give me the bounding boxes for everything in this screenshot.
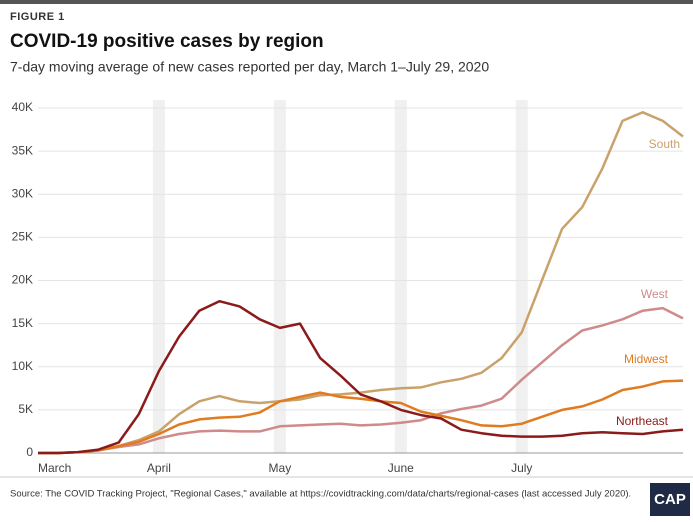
x-tick-label: May — [269, 461, 292, 475]
y-tick-label: 30K — [12, 186, 33, 200]
y-tick-label: 15K — [12, 316, 33, 330]
series-line — [38, 111, 684, 455]
logo: CAP — [654, 491, 686, 508]
x-tick-label: March — [38, 461, 71, 475]
series-line — [38, 379, 684, 455]
y-tick-label: 40K — [12, 100, 33, 114]
month-band — [273, 100, 286, 453]
y-tick-label: 0 — [26, 445, 33, 459]
x-tick-label: July — [511, 461, 532, 475]
series-label: South — [649, 137, 680, 151]
series-label: West — [641, 287, 669, 301]
x-tick-label: April — [147, 461, 171, 475]
bands — [152, 100, 528, 453]
y-tick-label: 20K — [12, 273, 33, 287]
series-line — [38, 299, 684, 455]
series-line — [38, 306, 684, 455]
month-band — [152, 100, 165, 453]
chart-subtitle: 7-day moving average of new cases report… — [10, 59, 489, 75]
y-tick-label: 10K — [12, 359, 33, 373]
month-band — [394, 100, 407, 453]
source: Source: The COVID Tracking Project, "Reg… — [10, 489, 631, 500]
y-tick-label: 35K — [12, 143, 33, 157]
x-tick-label: June — [388, 461, 414, 475]
logo-box — [650, 483, 690, 516]
series-label: Northeast — [616, 414, 669, 428]
month-band — [515, 100, 528, 453]
figure-label: FIGURE 1 — [10, 11, 65, 23]
top-rule — [0, 0, 693, 4]
y-tick-label: 25K — [12, 230, 33, 244]
chart-title: COVID-19 positive cases by region — [10, 31, 324, 52]
y-tick-label: 5K — [18, 402, 33, 416]
series-label: Midwest — [624, 352, 669, 366]
